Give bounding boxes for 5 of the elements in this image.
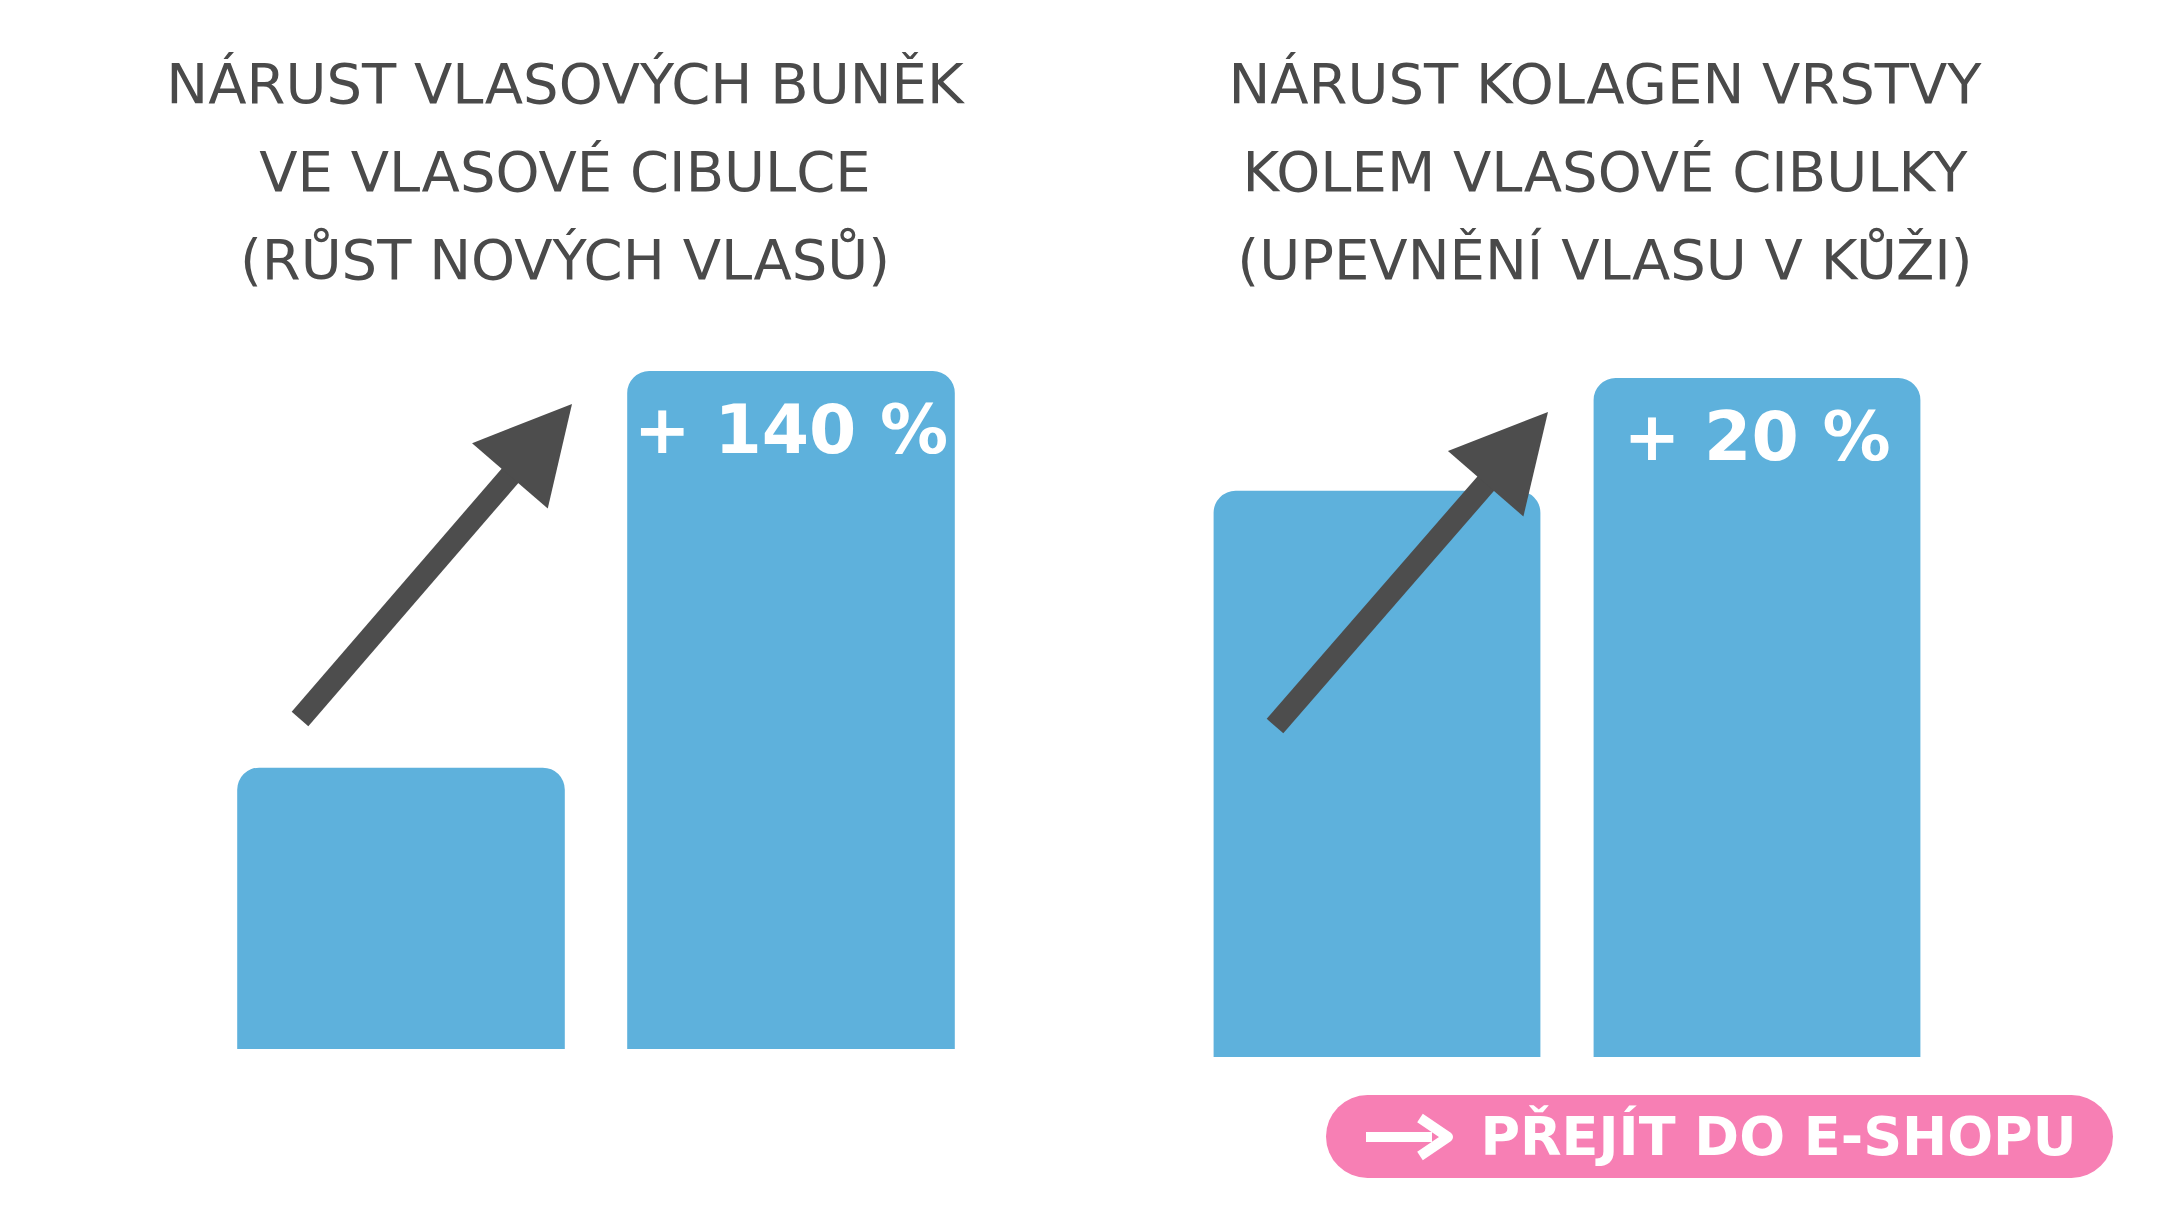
chart-title: NÁRUST VLASOVÝCH BUNĚK VE VLASOVÉ CIBULCE (RŮST NOVÝCH VLASŮ) xyxy=(165,50,966,294)
chart-title: NÁRUST KOLAGEN VRSTVY KOLEM VLASOVÉ CIBULKY (UPEVNĚNÍ VLASU V KŮŽI) xyxy=(1227,50,1983,294)
annotation: + 140 % xyxy=(633,389,949,469)
annotation: + 20 % xyxy=(1623,396,1891,476)
text: PŘEJÍT DO E-SHOPU xyxy=(1480,1105,2077,1168)
